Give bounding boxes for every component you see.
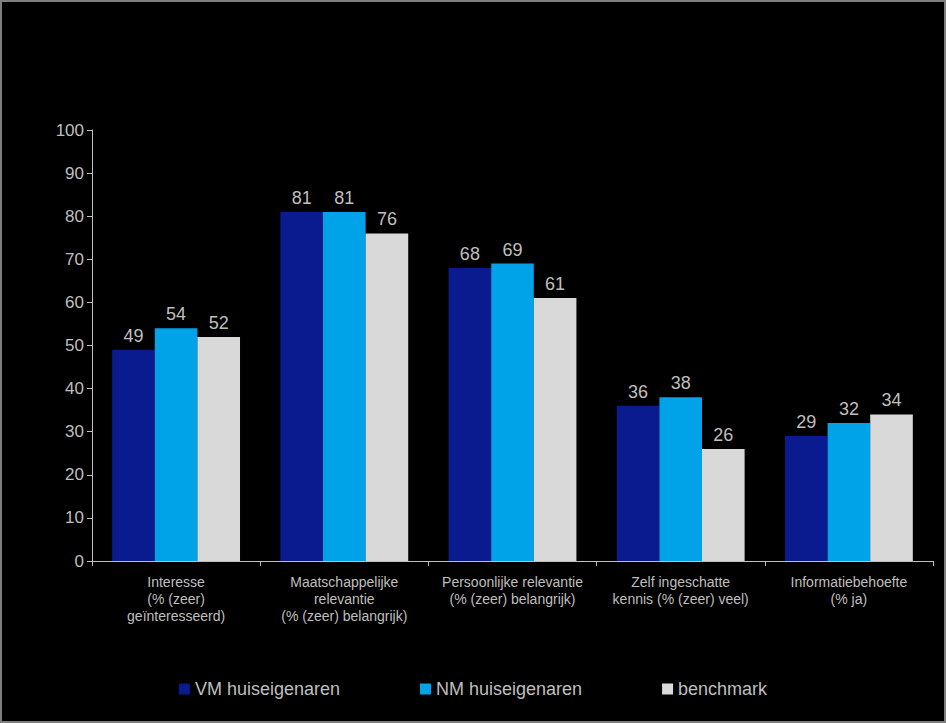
- svg-text:benchmark: benchmark: [678, 679, 768, 699]
- svg-text:(% (zeer) belangrijk): (% (zeer) belangrijk): [449, 591, 575, 607]
- svg-text:52: 52: [209, 313, 229, 333]
- svg-text:(% (zeer) belangrijk): (% (zeer) belangrijk): [281, 608, 407, 624]
- svg-text:32: 32: [839, 399, 859, 419]
- svg-text:0: 0: [75, 552, 84, 571]
- svg-text:50: 50: [65, 336, 84, 355]
- svg-text:(% (zeer): (% (zeer): [147, 591, 205, 607]
- svg-text:100: 100: [56, 121, 84, 140]
- svg-text:36: 36: [628, 382, 648, 402]
- svg-text:10: 10: [65, 508, 84, 527]
- svg-text:70: 70: [65, 250, 84, 269]
- svg-text:26: 26: [713, 425, 733, 445]
- svg-text:(% ja): (% ja): [831, 591, 868, 607]
- svg-text:40: 40: [65, 379, 84, 398]
- svg-text:relevantie: relevantie: [314, 591, 375, 607]
- svg-text:20: 20: [65, 465, 84, 484]
- svg-text:38: 38: [671, 373, 691, 393]
- svg-text:30: 30: [65, 422, 84, 441]
- svg-text:90: 90: [65, 164, 84, 183]
- svg-text:NM huiseigenaren: NM huiseigenaren: [436, 679, 582, 699]
- svg-text:kennis (% (zeer) veel): kennis (% (zeer) veel): [613, 591, 749, 607]
- svg-text:geïnteresseerd): geïnteresseerd): [127, 608, 225, 624]
- svg-text:34: 34: [881, 390, 901, 410]
- svg-text:29: 29: [796, 412, 816, 432]
- svg-text:76: 76: [377, 209, 397, 229]
- svg-text:81: 81: [292, 188, 312, 208]
- svg-text:60: 60: [65, 293, 84, 312]
- svg-text:54: 54: [166, 304, 186, 324]
- svg-text:69: 69: [502, 240, 522, 260]
- svg-text:81: 81: [334, 188, 354, 208]
- svg-text:61: 61: [545, 274, 565, 294]
- svg-text:68: 68: [460, 244, 480, 264]
- svg-text:49: 49: [123, 326, 143, 346]
- svg-text:VM huiseigenaren: VM huiseigenaren: [195, 679, 340, 699]
- svg-text:Maatschappelijke: Maatschappelijke: [290, 574, 398, 590]
- svg-text:Interesse: Interesse: [147, 574, 205, 590]
- svg-text:Persoonlijke relevantie: Persoonlijke relevantie: [442, 574, 583, 590]
- svg-text:80: 80: [65, 207, 84, 226]
- svg-text:Informatiebehoefte: Informatiebehoefte: [791, 574, 908, 590]
- svg-text:Zelf ingeschatte: Zelf ingeschatte: [631, 574, 730, 590]
